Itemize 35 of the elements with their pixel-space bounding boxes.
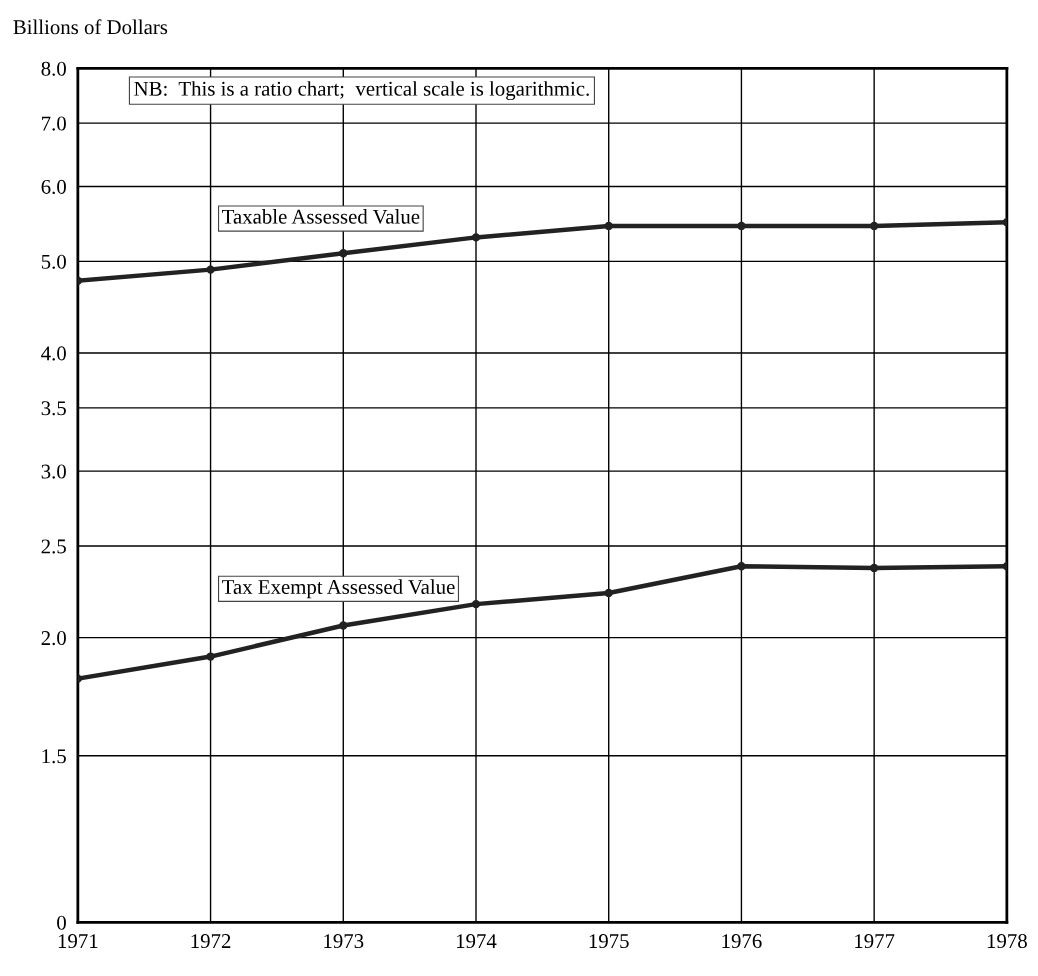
point <box>604 588 613 598</box>
y-tick-label: 2.5 <box>41 539 66 554</box>
x-tick-label: 1978 <box>987 934 1027 949</box>
y-tick-label: 3.5 <box>41 401 66 416</box>
point <box>471 599 481 609</box>
y-tick-label: 3.0 <box>41 464 66 479</box>
y-tick-label: 0 <box>57 915 66 930</box>
series-label: Tax Exempt Assessed Value <box>222 579 455 599</box>
point <box>206 265 215 274</box>
point <box>737 562 746 571</box>
point <box>869 563 879 573</box>
x-tick-label: 1974 <box>457 934 497 949</box>
x-tick-label: 1973 <box>324 934 364 949</box>
y-tick-label: 2.0 <box>41 631 66 646</box>
y-tick-label: 6.0 <box>41 179 66 194</box>
x-tick-label: 1972 <box>191 934 231 949</box>
y-tick-label: 8.0 <box>41 61 66 76</box>
x-tick-label: 1977 <box>855 934 895 949</box>
x-tick-label: 1976 <box>722 934 762 949</box>
y-axis-title: Billions of Dollars <box>13 19 168 35</box>
y-tick-label: 4.0 <box>41 346 66 361</box>
point <box>339 249 348 258</box>
x-tick-label: 1975 <box>589 934 629 949</box>
point <box>339 621 348 630</box>
annotation: NB: This is a ratio chart; vertical scale is logarithmic. <box>134 81 589 101</box>
x-tick-label: 1971 <box>58 934 98 949</box>
point <box>206 652 215 661</box>
series-label: Taxable Assessed Value <box>222 209 420 224</box>
point <box>604 221 613 231</box>
point <box>471 233 481 242</box>
y-tick-label: 7.0 <box>42 116 66 131</box>
point <box>737 221 746 231</box>
point <box>869 221 879 231</box>
y-tick-label: 1.5 <box>42 749 66 764</box>
y-tick-label: 5.0 <box>41 254 66 269</box>
